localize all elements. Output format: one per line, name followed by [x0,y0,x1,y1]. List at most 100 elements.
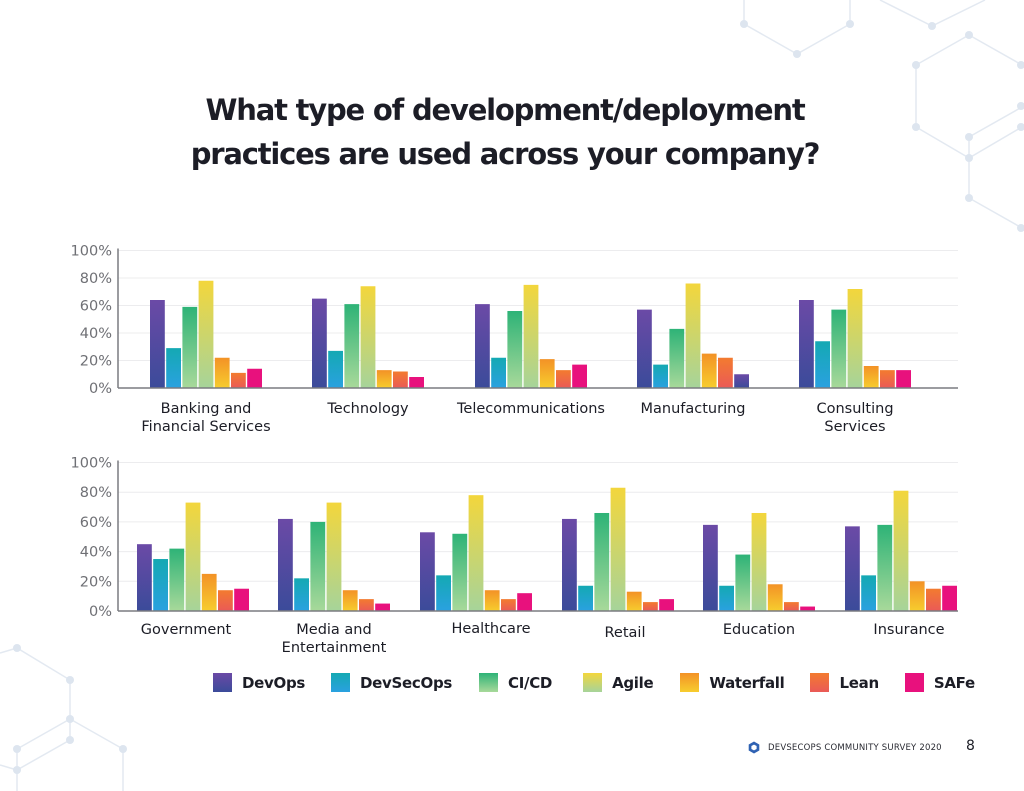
bar-lean [218,590,233,611]
bar-lean [880,370,895,388]
category-label: Government [141,622,232,638]
legend-label: CI/CD [508,673,553,692]
legend-label: Lean [839,673,879,692]
y-tick-label: 100% [71,456,112,472]
bar-devsecops [815,341,830,388]
bar-safe [375,603,390,611]
bar-cicd [507,311,523,388]
bar-lean [784,602,799,611]
bar-agile [523,284,539,388]
category-label: Media and Entertainment [282,622,387,656]
bar-safe [572,364,587,388]
bar-agile [185,502,201,611]
legend-item-safe: SAFe [904,673,975,692]
bar-waterfall [539,359,555,388]
bar-devsecops [166,348,181,388]
y-tick-label: 80% [80,271,112,287]
legend-item-lean: Lean [810,673,879,692]
legend-item-agile: Agile [583,673,654,692]
footer-text: DEVSECOPS COMMUNITY SURVEY 2020 [768,742,942,753]
bar-agile [326,502,342,611]
legend-swatch [904,673,924,692]
bar-safe [659,599,674,611]
legend-label: Agile [612,673,654,692]
y-tick-label: 100% [71,244,112,260]
bar-safe [896,370,911,388]
legend-item-devsecops: DevSecOps [331,673,452,692]
bar-waterfall [909,581,925,611]
bar-devops [562,518,577,611]
bar-cicd [831,309,847,388]
legend-label: DevSecOps [360,673,453,692]
bar-lean [393,371,408,388]
category-label: Healthcare [451,621,530,637]
bar-devsecops [294,578,309,611]
legend-swatch [479,673,499,692]
bar-devops [799,300,814,388]
bar-cicd [452,533,468,611]
bar-lean [359,599,374,611]
bar-devops [137,544,152,611]
title-line-1: What type of development/deployment [205,93,805,127]
bar-lean [718,357,733,388]
y-tick-label: 40% [80,545,112,561]
y-tick-label: 60% [80,515,112,531]
legend-swatch [680,673,700,692]
bar-devsecops [491,357,506,388]
bar-waterfall [342,590,358,611]
y-tick-label: 80% [80,485,112,501]
bar-devops [420,532,435,611]
bar-cicd [877,524,893,611]
bar-lean [556,370,571,388]
bar-devops [845,526,860,611]
bar-safe [942,585,957,611]
bar-devsecops [436,575,451,611]
bar-devops [475,304,490,388]
category-label: Education [723,622,795,638]
bar-devsecops [861,575,876,611]
bar-cicd [169,548,185,611]
bar-devops [637,309,652,388]
bar-agile [198,280,214,388]
category-label: Banking and Financial Services [141,401,270,435]
bar-agile [468,495,484,611]
legend: DevOps DevSecOps CI/CD Agile Waterfall Lean SA… [213,673,975,692]
legend-swatch [213,673,232,692]
bar-agile [751,512,767,611]
bar-agile [685,283,701,388]
bar-agile [360,286,376,388]
bar-lean [231,372,246,388]
y-tick-label: 0% [89,381,112,397]
legend-item-devops: DevOps [213,673,305,692]
bar-lean [501,599,516,611]
legend-swatch [331,673,351,692]
page-title: What type of development/deployment prac… [0,88,1010,176]
legend-swatch [583,673,603,692]
bar-waterfall [626,591,642,611]
legend-label: DevOps [242,673,306,692]
bar-waterfall [376,370,392,388]
legend-label: SAFe [933,673,975,692]
bar-agile [610,487,626,611]
y-tick-label: 40% [80,326,112,342]
category-label: Telecommunications [456,401,605,417]
page-number: 8 [966,738,975,754]
bar-cicd [182,306,198,388]
bar-devops [150,300,165,388]
bar-safe [734,374,749,388]
bar-safe [517,593,532,611]
legend-item-waterfall: Waterfall [680,673,785,692]
bar-safe [800,606,815,611]
hexagon-logo-icon [748,741,760,754]
y-tick-label: 60% [80,299,112,315]
legend-label: Waterfall [709,673,785,692]
bar-devops [703,524,718,611]
bar-cicd [344,304,360,388]
bar-waterfall [767,584,783,611]
category-label: Technology [326,401,409,417]
category-label: Consulting Services [816,401,893,435]
bar-cicd [594,512,610,611]
chart-panel-bottom: 0% 20% 40% 60% 80% 100% Government Media and Ent… [71,456,958,656]
category-label: Manufacturing [641,401,746,417]
